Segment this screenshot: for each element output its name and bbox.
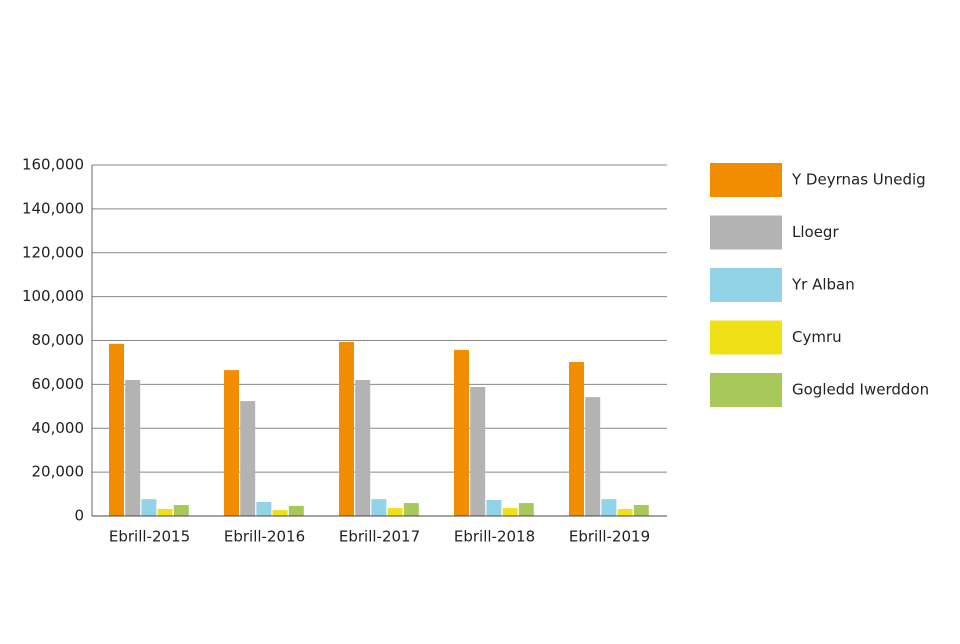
bar [454,349,469,516]
bar [288,505,304,516]
bar [224,370,239,516]
y-tick-label: 100,000 [22,287,84,305]
bar [272,510,288,516]
bar [486,499,502,516]
legend-label: Yr Alban [791,276,855,294]
bar [518,503,534,516]
bar [633,505,649,516]
y-tick-label: 160,000 [22,156,84,174]
y-tick-label: 40,000 [32,419,85,437]
legend-swatch [710,320,782,355]
bar [125,379,141,516]
bar [157,508,173,516]
bar [403,503,419,516]
legend-swatch [710,268,782,302]
bar [371,499,387,516]
x-tick-label: Ebrill-2019 [569,528,650,546]
legend-label: Cymru [792,328,842,346]
bar [141,499,157,516]
legend-swatch [710,373,782,407]
bar [569,361,584,516]
bar [240,401,256,516]
legend-label: Y Deyrnas Unedig [791,171,926,189]
bar [256,501,272,516]
y-tick-label: 120,000 [22,243,84,261]
bar [601,499,617,516]
bar [355,379,371,516]
legend-label: Gogledd Iwerddon [792,381,929,399]
legend-swatch [710,215,782,250]
bar [339,342,354,516]
x-tick-label: Ebrill-2018 [454,528,535,546]
y-tick-label: 60,000 [32,375,85,393]
y-tick-label: 80,000 [32,331,85,349]
x-tick-label: Ebrill-2016 [224,528,305,546]
y-tick-label: 140,000 [22,199,84,217]
x-tick-label: Ebrill-2017 [339,528,420,546]
y-tick-label: 0 [74,507,84,525]
bar [387,508,403,516]
x-tick-label: Ebrill-2015 [109,528,190,546]
y-tick-label: 20,000 [32,463,85,481]
bar [109,343,124,516]
legend-label: Lloegr [792,223,839,241]
bar [617,508,633,516]
bar [585,397,601,516]
legend-swatch [710,163,782,197]
bar [173,505,189,516]
bar [470,387,486,516]
bar [502,508,518,516]
